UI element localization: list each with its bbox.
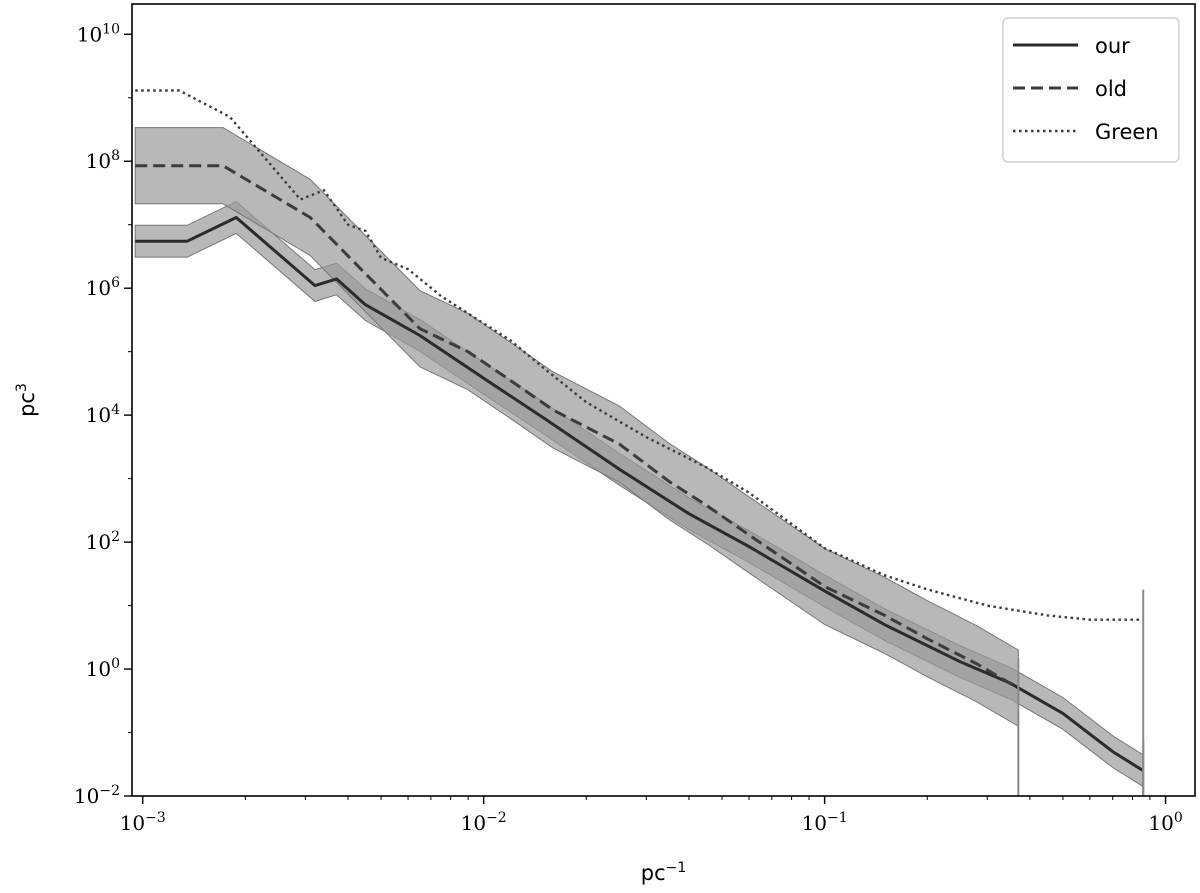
y-tick-label: 108: [86, 148, 120, 173]
legend-label-our: our: [1095, 34, 1130, 58]
x-tick-label: 10−3: [120, 810, 166, 835]
series-green-line: [135, 89, 1144, 621]
y-tick-label: 100: [86, 656, 120, 681]
x-tick-label: 100: [1148, 810, 1182, 835]
x-axis-label: pc−1: [641, 860, 687, 885]
y-axis-label: pc3: [14, 383, 39, 417]
series-old-line: [135, 164, 1020, 690]
series-lines: [135, 89, 1144, 772]
legend: our old Green: [1002, 17, 1180, 163]
legend-label-green: Green: [1095, 120, 1159, 144]
y-tick-label: 102: [86, 529, 120, 554]
plot-frame: [131, 3, 1196, 797]
y-tick-label: 10−2: [74, 783, 120, 808]
y-tick-label: 104: [86, 402, 120, 427]
y-tick-label: 106: [86, 275, 120, 300]
band-old: [134, 127, 1019, 728]
y-tick-label: 1010: [77, 21, 120, 46]
legend-box: [1002, 17, 1180, 163]
error-bars: [1017, 589, 1145, 796]
x-tick-label: 10−2: [461, 810, 507, 835]
x-tick-label: 10−1: [802, 810, 848, 835]
legend-label-old: old: [1095, 77, 1127, 101]
